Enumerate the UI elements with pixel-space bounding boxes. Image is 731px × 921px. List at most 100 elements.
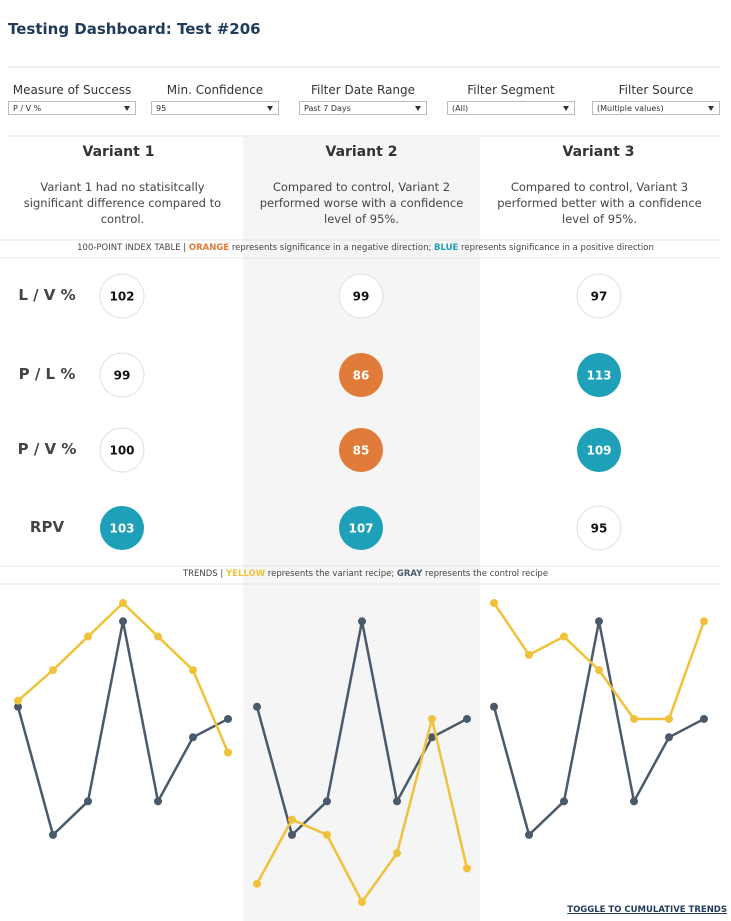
index-circle — [99, 273, 145, 319]
index-circle — [339, 506, 383, 550]
filter-dropdown[interactable]: (Multiple values) — [592, 101, 720, 115]
trend-point — [630, 714, 638, 723]
trend-point — [189, 733, 197, 742]
trend-point — [253, 702, 261, 711]
index-value: 103 — [109, 522, 134, 536]
index-circle — [576, 505, 622, 551]
index-value: 107 — [348, 522, 373, 536]
note: 100-POINT INDEX TABLE | ORANGE represent… — [0, 243, 731, 253]
trend-point — [700, 617, 708, 626]
trend-point — [560, 632, 568, 641]
filter-label: Min. Confidence — [166, 83, 264, 97]
metric-label: L / V % — [18, 286, 76, 304]
index-value: 102 — [109, 290, 134, 304]
trend-point — [253, 879, 261, 888]
index-circle — [338, 273, 384, 319]
filter-label: Filter Source — [618, 83, 694, 97]
index-value: 113 — [586, 369, 611, 383]
index-value: 95 — [591, 522, 608, 536]
trend-point — [700, 714, 708, 723]
trend-point — [14, 696, 22, 705]
title: Testing Dashboard: Test #206 — [8, 20, 261, 38]
variant-summary: Compared to control, Variant 3 performed… — [497, 180, 702, 226]
dropdown-arrow — [267, 106, 273, 111]
note-part: represents significance in a positive di… — [458, 243, 654, 253]
variant-summary: Compared to control, Variant 2 performed… — [259, 180, 464, 226]
trend-point — [525, 650, 533, 659]
dropdown-arrow — [708, 106, 714, 111]
note-part: TRENDS | — [182, 569, 226, 579]
index-circle — [100, 506, 144, 550]
trend-point — [463, 714, 471, 723]
variant-name: Variant 2 — [325, 144, 398, 160]
trend-point — [630, 797, 638, 806]
trend-point — [49, 830, 57, 839]
trend-point — [119, 599, 127, 607]
trend-point — [490, 702, 498, 711]
trend-point — [665, 714, 673, 723]
note-part: YELLOW — [225, 569, 266, 579]
trend-point — [525, 830, 533, 839]
metric-label: P / V % — [17, 440, 77, 458]
note: TRENDS | YELLOW represents the variant r… — [0, 569, 731, 579]
index-value: 85 — [353, 444, 370, 458]
trend-point — [393, 797, 401, 806]
trend-point — [288, 815, 296, 824]
trend-point — [224, 714, 232, 723]
dropdown-arrow — [415, 106, 421, 111]
trend-point — [323, 830, 331, 839]
trend-point — [428, 733, 436, 742]
trend-point — [358, 617, 366, 626]
trend-point — [288, 830, 296, 839]
note-part: 100-POINT INDEX TABLE | — [77, 243, 189, 253]
index-value: 99 — [353, 290, 370, 304]
trend-point — [49, 666, 57, 675]
trend-point — [154, 632, 162, 641]
trend-point — [84, 797, 92, 806]
note-part: represents the variant recipe; — [265, 569, 397, 579]
note-part: represents the control recipe — [422, 569, 549, 579]
note-part: represents significance in a negative di… — [229, 243, 435, 253]
filter-dropdown[interactable]: 95 — [151, 101, 279, 115]
trend-point — [224, 748, 232, 757]
index-circle — [577, 428, 621, 472]
note-part: ORANGE — [188, 243, 230, 253]
trend-point — [84, 632, 92, 641]
index-value: 99 — [114, 369, 131, 383]
note-part: BLUE — [434, 243, 459, 253]
filter-dropdown[interactable]: P / V % — [8, 101, 136, 115]
trend-point — [428, 714, 436, 723]
trend-point — [393, 849, 401, 858]
filter-dropdown[interactable]: (All) — [447, 101, 575, 115]
trend-point — [119, 617, 127, 626]
trend-line — [16, 621, 229, 838]
index-value: 109 — [586, 444, 611, 458]
filter-dropdown[interactable]: Past 7 Days — [299, 101, 427, 115]
trend-point — [189, 666, 197, 675]
metric-label: P / L % — [18, 365, 76, 383]
dropdown-arrow — [563, 106, 569, 111]
variant-name: Variant 3 — [562, 144, 635, 160]
index-value: 86 — [353, 369, 370, 383]
trend-point — [560, 797, 568, 806]
index-circle — [577, 353, 621, 397]
filter-label: Filter Segment — [467, 83, 555, 97]
trend-point — [665, 733, 673, 742]
index-value: 97 — [591, 290, 608, 304]
variant-summary: Variant 1 had no statisitcally significa… — [23, 180, 222, 226]
trend-point — [463, 864, 471, 873]
filter-label: Filter Date Range — [310, 83, 416, 97]
trend-point — [358, 898, 366, 906]
index-circle — [99, 427, 145, 473]
trend-point — [323, 797, 331, 806]
trend-point — [595, 666, 603, 675]
metric-label: RPV — [29, 518, 65, 536]
trend-point — [595, 617, 603, 626]
filter-label: Measure of Success — [12, 83, 132, 97]
variant-name: Variant 1 — [82, 144, 155, 160]
toggle-link[interactable]: TOGGLE TO CUMULATIVE TRENDS — [567, 905, 727, 915]
index-circle — [99, 352, 145, 398]
index-circle — [339, 353, 383, 397]
